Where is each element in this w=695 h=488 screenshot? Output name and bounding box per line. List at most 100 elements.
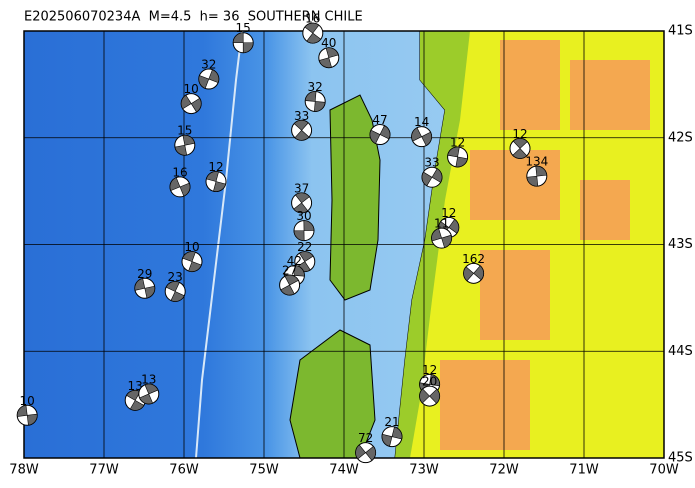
- lon-tick-label: 78W: [9, 463, 39, 478]
- focal-mechanism: 13: [138, 372, 160, 405]
- focal-mechanism: 30: [293, 209, 315, 242]
- depth-label: 12: [441, 206, 456, 220]
- lat-tick-label: 44S: [668, 344, 693, 359]
- depth-label: 13: [128, 379, 143, 393]
- focal-mechanism: 11: [431, 217, 453, 249]
- map-title: E202506070234A M=4.5 h= 36 SOUTHERN CHIL…: [24, 10, 363, 25]
- compression-quadrant: [512, 138, 528, 159]
- compression-quadrant: [280, 274, 299, 296]
- focal-mechanism: 10: [181, 240, 203, 273]
- depth-label: 12: [512, 127, 527, 141]
- depth-label: 42: [287, 254, 302, 268]
- lon-tick-label: 72W: [489, 463, 519, 478]
- compression-quadrant: [139, 383, 159, 405]
- depth-label: 162: [462, 252, 485, 266]
- compression-quadrant: [421, 168, 443, 187]
- depth-label: 10: [20, 394, 35, 408]
- compression-quadrant: [182, 251, 202, 272]
- depth-label: 16: [305, 12, 320, 26]
- compression-quadrant: [411, 127, 432, 146]
- depth-label: 40: [321, 36, 336, 50]
- focal-mechanism: 47: [369, 113, 391, 146]
- depth-label: 15: [177, 124, 192, 138]
- focal-mechanism: 15: [232, 21, 254, 54]
- compression-quadrant: [318, 47, 339, 68]
- depth-label: 33: [424, 156, 439, 170]
- focal-mechanism: 12: [447, 135, 469, 168]
- focal-mechanism: 10: [180, 82, 202, 115]
- depth-label: 13: [141, 372, 156, 386]
- compression-quadrant: [134, 278, 156, 299]
- compression-quadrant: [304, 22, 322, 44]
- depth-label: 23: [168, 270, 183, 284]
- compression-quadrant: [16, 405, 38, 426]
- compression-quadrant: [165, 281, 185, 302]
- depth-label: 32: [308, 80, 323, 94]
- focal-mechanism: 21: [381, 415, 403, 448]
- focal-mechanism: 72: [355, 431, 377, 464]
- focal-mechanism: 162: [462, 252, 485, 284]
- lon-tick-label: 76W: [169, 463, 199, 478]
- focal-mechanism: 12: [205, 160, 227, 193]
- depth-label: 11: [434, 217, 449, 231]
- compression-quadrant: [526, 165, 548, 187]
- focal-mechanism: 16: [169, 165, 191, 198]
- depth-label: 22: [297, 240, 312, 254]
- lon-tick-label: 74W: [329, 463, 359, 478]
- focal-mechanism: 32: [198, 58, 220, 90]
- compression-quadrant: [293, 119, 310, 141]
- compression-quadrant: [293, 220, 315, 241]
- focal-mechanism: 33: [291, 109, 313, 141]
- depth-label: 20: [422, 375, 437, 389]
- focal-mechanism: 37: [291, 181, 313, 214]
- depth-label: 10: [184, 240, 199, 254]
- depth-label: 15: [236, 21, 251, 35]
- compression-quadrant: [232, 32, 254, 54]
- depth-label: 32: [201, 58, 216, 72]
- focal-mechanism: 27: [279, 264, 301, 296]
- compression-quadrant: [169, 177, 191, 197]
- depth-label: 47: [372, 113, 387, 127]
- depth-label: 33: [294, 109, 309, 123]
- compression-quadrant: [369, 125, 391, 144]
- compression-quadrant: [419, 388, 440, 404]
- depth-label: 37: [294, 181, 309, 195]
- depth-label: 16: [172, 165, 187, 179]
- focal-mechanism: 134: [525, 155, 548, 187]
- compression-quadrant: [198, 69, 220, 89]
- compression-quadrant: [293, 192, 310, 214]
- compression-quadrant: [381, 426, 403, 447]
- focal-mechanism: 14: [411, 115, 433, 148]
- lat-tick-label: 45S: [668, 451, 693, 466]
- depth-label: 12: [450, 135, 465, 149]
- depth-label: 29: [137, 267, 152, 281]
- depth-label: 10: [184, 82, 199, 96]
- depth-label: 134: [525, 155, 548, 169]
- compression-quadrant: [180, 94, 202, 113]
- focal-mechanism: 10: [16, 394, 38, 426]
- compression-quadrant: [174, 134, 195, 156]
- depth-label: 12: [422, 363, 437, 377]
- compression-quadrant: [431, 228, 452, 249]
- depth-label: 72: [358, 431, 373, 445]
- focal-mechanism: 29: [134, 267, 156, 299]
- lat-tick-label: 41S: [668, 24, 693, 39]
- depth-label: 27: [282, 264, 297, 278]
- compression-quadrant: [463, 265, 484, 282]
- lat-tick-label: 42S: [668, 130, 693, 145]
- lon-tick-label: 77W: [89, 463, 119, 478]
- focal-mechanism: 32: [304, 80, 326, 112]
- compression-quadrant: [205, 171, 227, 192]
- lon-tick-label: 71W: [569, 463, 599, 478]
- lat-tick-label: 43S: [668, 237, 693, 252]
- focal-mechanism: 33: [421, 156, 443, 188]
- depth-label: 12: [208, 160, 223, 174]
- compression-quadrant: [304, 91, 326, 112]
- compression-quadrant: [447, 146, 468, 168]
- focal-mechanism: 16: [302, 12, 324, 44]
- lon-tick-label: 70W: [649, 463, 679, 478]
- depth-label: 21: [384, 415, 399, 429]
- focal-mechanism: 12: [509, 127, 531, 159]
- focal-mechanism: 40: [318, 36, 340, 69]
